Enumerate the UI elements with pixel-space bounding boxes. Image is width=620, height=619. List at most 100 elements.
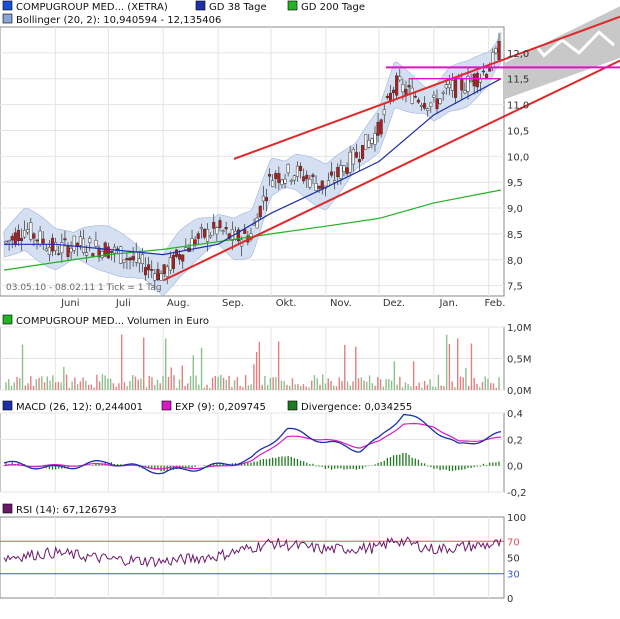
series-line-rsi: [3, 536, 502, 568]
legend-label-exp: EXP (9): 0,209745: [175, 402, 266, 413]
x-tick-label: Sep.: [222, 298, 244, 309]
candle-body: [379, 119, 383, 135]
candle-body: [485, 73, 489, 78]
x-tick-label: Dez.: [383, 298, 405, 309]
trend-line-upper: [233, 15, 620, 160]
y-tick-label: 9,0: [507, 204, 523, 215]
candle-body: [125, 258, 129, 260]
candle-body: [47, 246, 51, 256]
candle-body: [472, 73, 476, 87]
y-tick-label: 100: [507, 513, 526, 524]
x-tick-label: Juli: [115, 298, 131, 309]
candle-body: [299, 165, 303, 171]
candle-body: [32, 233, 36, 239]
candle-body: [333, 180, 337, 183]
y-tick-label: 7,5: [507, 282, 523, 293]
candle-body: [140, 254, 144, 264]
candle-body: [122, 259, 126, 263]
rsi-legend: RSI (14): 67,126793: [2, 503, 117, 516]
candle-body: [286, 164, 290, 174]
trend-line-lower: [162, 59, 620, 282]
y-tick-label: 8,5: [507, 230, 523, 241]
candle-body: [376, 121, 380, 136]
legend-label-macd: MACD (26, 12): 0,244001: [16, 402, 143, 413]
candle-body: [419, 105, 424, 107]
volume-plot: [5, 334, 500, 390]
macd-plot: [3, 413, 502, 475]
x-tick-label: Nov.: [330, 298, 352, 309]
candle-body: [330, 171, 334, 176]
candle-body: [351, 149, 355, 165]
price-legend: COMPUGROUP MED... (XETRA) GD 38 Tage GD …: [2, 0, 365, 26]
legend-label-gd38: GD 38 Tage: [209, 2, 267, 13]
candle-body: [435, 98, 439, 110]
candle-body: [13, 232, 17, 246]
candle-body: [94, 240, 98, 247]
candle-body: [178, 254, 182, 260]
y-tick-label: 10,5: [507, 126, 529, 137]
candle-body: [128, 257, 132, 261]
candle-body: [438, 98, 442, 104]
candle-body: [342, 165, 346, 172]
y-tick-label: 11,5: [507, 75, 529, 86]
candle-body: [268, 174, 272, 177]
candle-body: [196, 233, 200, 239]
legend-swatch-gd200: [287, 0, 298, 11]
candle-body: [221, 230, 225, 232]
candle-body: [305, 174, 309, 180]
y-tick-label: 0,0: [507, 462, 523, 473]
legend-swatch-gd38: [195, 0, 206, 11]
macd-panel: [0, 412, 505, 493]
candle-body: [60, 242, 64, 254]
x-tick-label: Okt.: [276, 298, 297, 309]
candle-body: [7, 240, 11, 242]
x-tick-label: Juni: [60, 298, 79, 309]
candle-body: [423, 103, 427, 109]
candle-body: [119, 246, 123, 264]
legend-swatch-bollinger: [2, 13, 13, 24]
legend-label-rsi: RSI (14): 67,126793: [16, 505, 117, 516]
candle-body: [308, 178, 312, 188]
candle-body: [463, 90, 467, 94]
series-line-gd38: [4, 78, 502, 256]
candle-body: [26, 229, 30, 233]
price-footer: 03.05.10 - 08.02.11 1 Tick = 1 Tag: [6, 283, 162, 293]
candle-body: [444, 84, 448, 89]
y-tick-label: 9,5: [507, 178, 523, 189]
macd-legend: MACD (26, 12): 0,244001 EXP (9): 0,20974…: [2, 400, 412, 413]
candle-body: [292, 175, 296, 181]
candle-body: [35, 239, 39, 242]
legend-swatch-divergence: [287, 400, 298, 411]
candle-body: [137, 258, 141, 264]
candle-body: [66, 245, 70, 257]
candle-body: [243, 229, 247, 234]
series-line-macd: [3, 413, 502, 475]
candle-body: [361, 144, 365, 159]
candle-body: [395, 75, 399, 96]
candle-body: [81, 238, 86, 253]
candle-body: [44, 248, 48, 252]
candle-body: [106, 246, 110, 259]
candle-body: [410, 87, 414, 104]
candle-body: [373, 133, 377, 145]
candle-body: [469, 80, 473, 83]
y-tick-label: -0,2: [507, 488, 527, 499]
candle-body: [354, 152, 358, 158]
y-tick-label: 0,0M: [507, 386, 532, 397]
legend-label-gd200: GD 200 Tage: [301, 2, 365, 13]
candle-body: [295, 165, 300, 177]
legend-swatch-rsi: [2, 503, 13, 514]
candle-body: [171, 254, 175, 269]
candle-body: [85, 252, 89, 256]
rsi-plot: [0, 536, 504, 575]
candle-body: [218, 220, 222, 228]
candle-body: [441, 91, 445, 94]
candle-body: [336, 167, 340, 177]
candle-body: [23, 230, 27, 238]
candle-body: [150, 269, 154, 271]
series-line-exp: [3, 422, 502, 470]
candle-body: [4, 241, 8, 244]
candle-body: [41, 238, 45, 244]
y-tick-label: 0,2: [507, 435, 523, 446]
